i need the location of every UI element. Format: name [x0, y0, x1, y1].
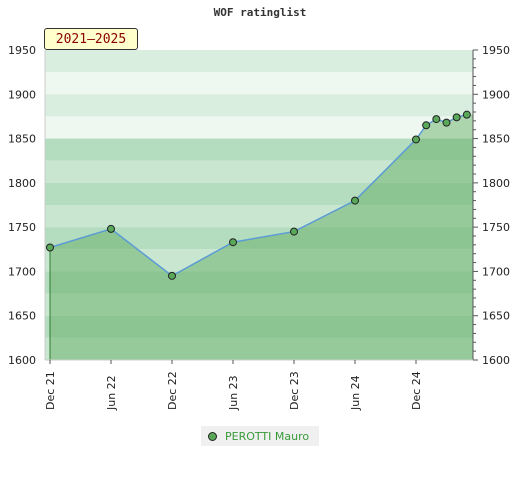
period-badge: 2021–2025: [44, 28, 138, 50]
legend-label: PEROTTI Mauro: [225, 429, 310, 443]
y-tick-label-left: 1750: [8, 221, 36, 234]
y-tick-label-right: 1650: [482, 310, 510, 323]
y-tick-label-left: 1900: [8, 88, 36, 101]
data-point: [462, 110, 471, 119]
y-tick-label-right: 1600: [482, 354, 510, 367]
background-band: [45, 249, 473, 272]
data-point: [452, 113, 461, 122]
background-band: [45, 94, 473, 117]
data-point: [432, 115, 441, 124]
data-point: [351, 196, 359, 205]
data-point: [107, 224, 115, 233]
x-tick-label: Dec 24: [410, 371, 423, 410]
background-band: [45, 337, 473, 360]
y-tick-label-right: 1750: [482, 221, 510, 234]
legend[interactable]: PEROTTI Mauro: [201, 426, 319, 446]
background-band: [45, 50, 473, 73]
x-tick-label: Dec 23: [288, 371, 301, 410]
background-band: [45, 138, 473, 161]
y-tick-label-left: 1950: [8, 44, 36, 57]
y-tick-label-left: 1800: [8, 177, 36, 190]
x-tick-label: Dec 22: [166, 371, 179, 410]
chart-title: WOF ratinglist: [213, 6, 307, 19]
background-band: [45, 160, 473, 183]
background-band: [45, 72, 473, 95]
y-tick-label-right: 1700: [482, 265, 510, 278]
y-tick-label-right: 1900: [482, 88, 510, 101]
data-point: [229, 238, 237, 247]
y-tick-label-right: 1850: [482, 133, 510, 146]
y-tick-label-left: 1600: [8, 354, 36, 367]
x-tick-label: Jun 22: [105, 375, 118, 411]
y-tick-label-right: 1950: [482, 44, 510, 57]
background-band: [45, 116, 473, 139]
legend-marker-icon: [208, 431, 217, 441]
data-point: [442, 118, 451, 127]
background-band: [45, 182, 473, 205]
background-band: [45, 271, 473, 294]
y-tick-label-right: 1800: [482, 177, 510, 190]
background-band: [45, 315, 473, 338]
y-tick-label-left: 1650: [8, 310, 36, 323]
background-band: [45, 205, 473, 228]
x-tick-label: Jun 23: [227, 375, 240, 411]
data-point: [412, 135, 420, 144]
x-tick-label: Jun 24: [349, 375, 362, 411]
x-tick-label: Dec 21: [44, 371, 57, 410]
data-point: [422, 121, 431, 130]
data-point: [290, 227, 298, 236]
data-point: [46, 243, 54, 252]
y-tick-label-left: 1700: [8, 265, 36, 278]
data-point: [168, 271, 176, 280]
background-band: [45, 293, 473, 316]
y-tick-label-left: 1850: [8, 133, 36, 146]
